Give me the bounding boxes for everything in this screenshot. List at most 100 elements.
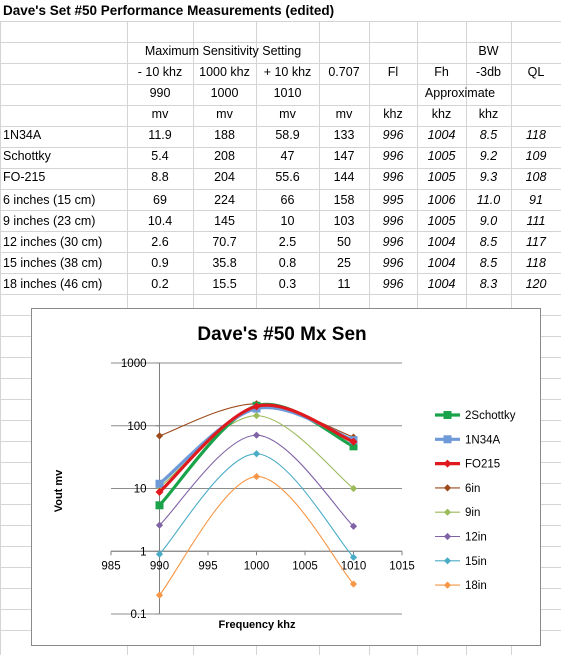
col-head-0707[interactable]: 0.707: [328, 65, 360, 79]
legend-entry: FO215: [435, 459, 500, 471]
chart-title: Dave's #50 Mx Sen: [197, 324, 366, 345]
table-cell[interactable]: 224: [214, 193, 235, 207]
table-cell[interactable]: 2.6: [151, 235, 169, 249]
table-cell[interactable]: 50: [337, 235, 351, 249]
table-cell[interactable]: 58.9: [275, 128, 300, 142]
table-cell[interactable]: 15.5: [212, 277, 237, 291]
table-cell[interactable]: 9.2: [479, 149, 498, 163]
table-cell[interactable]: 0.3: [278, 277, 297, 291]
col-head-fl[interactable]: Fl: [387, 65, 399, 79]
freq-1000[interactable]: 1000: [210, 86, 239, 100]
table-cell[interactable]: 996: [382, 149, 404, 163]
unit-cell[interactable]: mv: [335, 107, 353, 121]
table-cell[interactable]: 208: [214, 149, 235, 163]
table-cell[interactable]: 1005: [427, 149, 456, 163]
table-cell[interactable]: 144: [333, 170, 355, 184]
table-cell[interactable]: 8.5: [479, 256, 498, 270]
table-cell[interactable]: 120: [525, 277, 547, 291]
table-cell[interactable]: 1004: [427, 128, 456, 142]
table-cell[interactable]: 103: [333, 214, 355, 228]
table-cell[interactable]: 996: [382, 170, 404, 184]
table-cell[interactable]: 1004: [427, 235, 456, 249]
col-head-1000[interactable]: 1000 khz: [199, 65, 250, 79]
table-cell[interactable]: 25: [337, 256, 351, 270]
table-cell[interactable]: 145: [214, 214, 235, 228]
table-cell[interactable]: 133: [333, 128, 355, 142]
row-label[interactable]: 15 inches (38 cm): [3, 256, 103, 270]
table-cell[interactable]: 8.8: [151, 170, 169, 184]
row-label[interactable]: 12 inches (30 cm): [3, 235, 103, 249]
row-label[interactable]: FO-215: [3, 170, 46, 184]
table-cell[interactable]: 996: [382, 256, 404, 270]
col-head-3db[interactable]: -3db: [475, 65, 502, 79]
table-cell[interactable]: 158: [333, 193, 355, 207]
unit-cell[interactable]: khz: [431, 107, 452, 121]
freq-1010[interactable]: 1010: [273, 86, 302, 100]
table-cell[interactable]: 996: [382, 277, 404, 291]
col-head-plus10[interactable]: + 10 khz: [263, 65, 312, 79]
table-cell[interactable]: 35.8: [212, 256, 237, 270]
group-header[interactable]: Maximum Sensitivity Setting: [144, 44, 302, 58]
unit-cell[interactable]: mv: [279, 107, 296, 121]
table-cell[interactable]: 111: [526, 214, 546, 228]
unit-cell[interactable]: mv: [216, 107, 233, 121]
col-head-minus10[interactable]: - 10 khz: [137, 65, 183, 79]
approx-label[interactable]: Approximate: [424, 86, 496, 100]
table-cell[interactable]: 118: [526, 256, 546, 270]
table-cell[interactable]: 996: [382, 214, 404, 228]
row-label[interactable]: Schottky: [3, 149, 51, 163]
table-cell[interactable]: 10.4: [147, 214, 173, 228]
table-cell[interactable]: 8.5: [479, 235, 498, 249]
y-tick-label: 1000: [121, 358, 147, 370]
table-cell[interactable]: 0.8: [278, 256, 297, 270]
table-cell[interactable]: 55.6: [275, 170, 300, 184]
table-cell[interactable]: 204: [214, 170, 235, 184]
row-label[interactable]: 18 inches (46 cm): [3, 277, 103, 291]
legend-label: FO215: [465, 459, 500, 471]
table-cell[interactable]: 69: [153, 193, 167, 207]
table-cell[interactable]: 1005: [427, 170, 456, 184]
table-cell[interactable]: 0.2: [151, 277, 169, 291]
unit-cell[interactable]: khz: [383, 107, 403, 121]
legend-label: 2Schottky: [465, 410, 516, 422]
table-cell[interactable]: 11: [337, 277, 351, 291]
sheet-title[interactable]: Dave's Set #50 Performance Measurements …: [3, 3, 335, 18]
table-cell[interactable]: 117: [526, 235, 546, 249]
table-cell[interactable]: 8.5: [479, 128, 498, 142]
table-cell[interactable]: 1004: [427, 256, 456, 270]
table-cell[interactable]: 2.5: [278, 235, 297, 249]
row-label[interactable]: 9 inches (23 cm): [3, 214, 96, 228]
table-cell[interactable]: 91: [529, 193, 543, 207]
col-head-ql[interactable]: QL: [527, 65, 545, 79]
table-cell[interactable]: 996: [382, 235, 404, 249]
unit-cell[interactable]: mv: [151, 107, 169, 121]
table-cell[interactable]: 70.7: [212, 235, 237, 249]
table-cell[interactable]: 8.3: [479, 277, 498, 291]
bw-header[interactable]: BW: [478, 44, 499, 58]
table-cell[interactable]: 1004: [427, 277, 456, 291]
table-cell[interactable]: 995: [382, 193, 404, 207]
table-cell[interactable]: 11.0: [476, 193, 501, 207]
table-cell[interactable]: 5.4: [151, 149, 169, 163]
table-cell[interactable]: 188: [214, 128, 235, 142]
table-cell[interactable]: 118: [526, 128, 546, 142]
freq-990[interactable]: 990: [149, 86, 171, 100]
table-cell[interactable]: 1006: [427, 193, 456, 207]
table-cell[interactable]: 1005: [427, 214, 456, 228]
row-label[interactable]: 6 inches (15 cm): [3, 193, 96, 207]
table-cell[interactable]: 66: [280, 193, 295, 207]
table-cell[interactable]: 0.9: [151, 256, 169, 270]
chart-object[interactable]: Dave's #50 Mx Sen 0.1 1 10 100 1000 985 990 995 1…: [31, 308, 541, 646]
table-cell[interactable]: 9.3: [479, 170, 498, 184]
table-cell[interactable]: 10: [280, 214, 295, 228]
col-head-fh[interactable]: Fh: [434, 65, 449, 79]
table-cell[interactable]: 11.9: [148, 128, 172, 142]
table-cell[interactable]: 47: [280, 149, 295, 163]
table-cell[interactable]: 147: [333, 149, 355, 163]
row-label[interactable]: 1N34A: [3, 128, 42, 142]
table-cell[interactable]: 9.0: [479, 214, 498, 228]
table-cell[interactable]: 996: [382, 128, 404, 142]
table-cell[interactable]: 108: [525, 170, 547, 184]
unit-cell[interactable]: khz: [478, 107, 499, 121]
table-cell[interactable]: 109: [525, 149, 547, 163]
